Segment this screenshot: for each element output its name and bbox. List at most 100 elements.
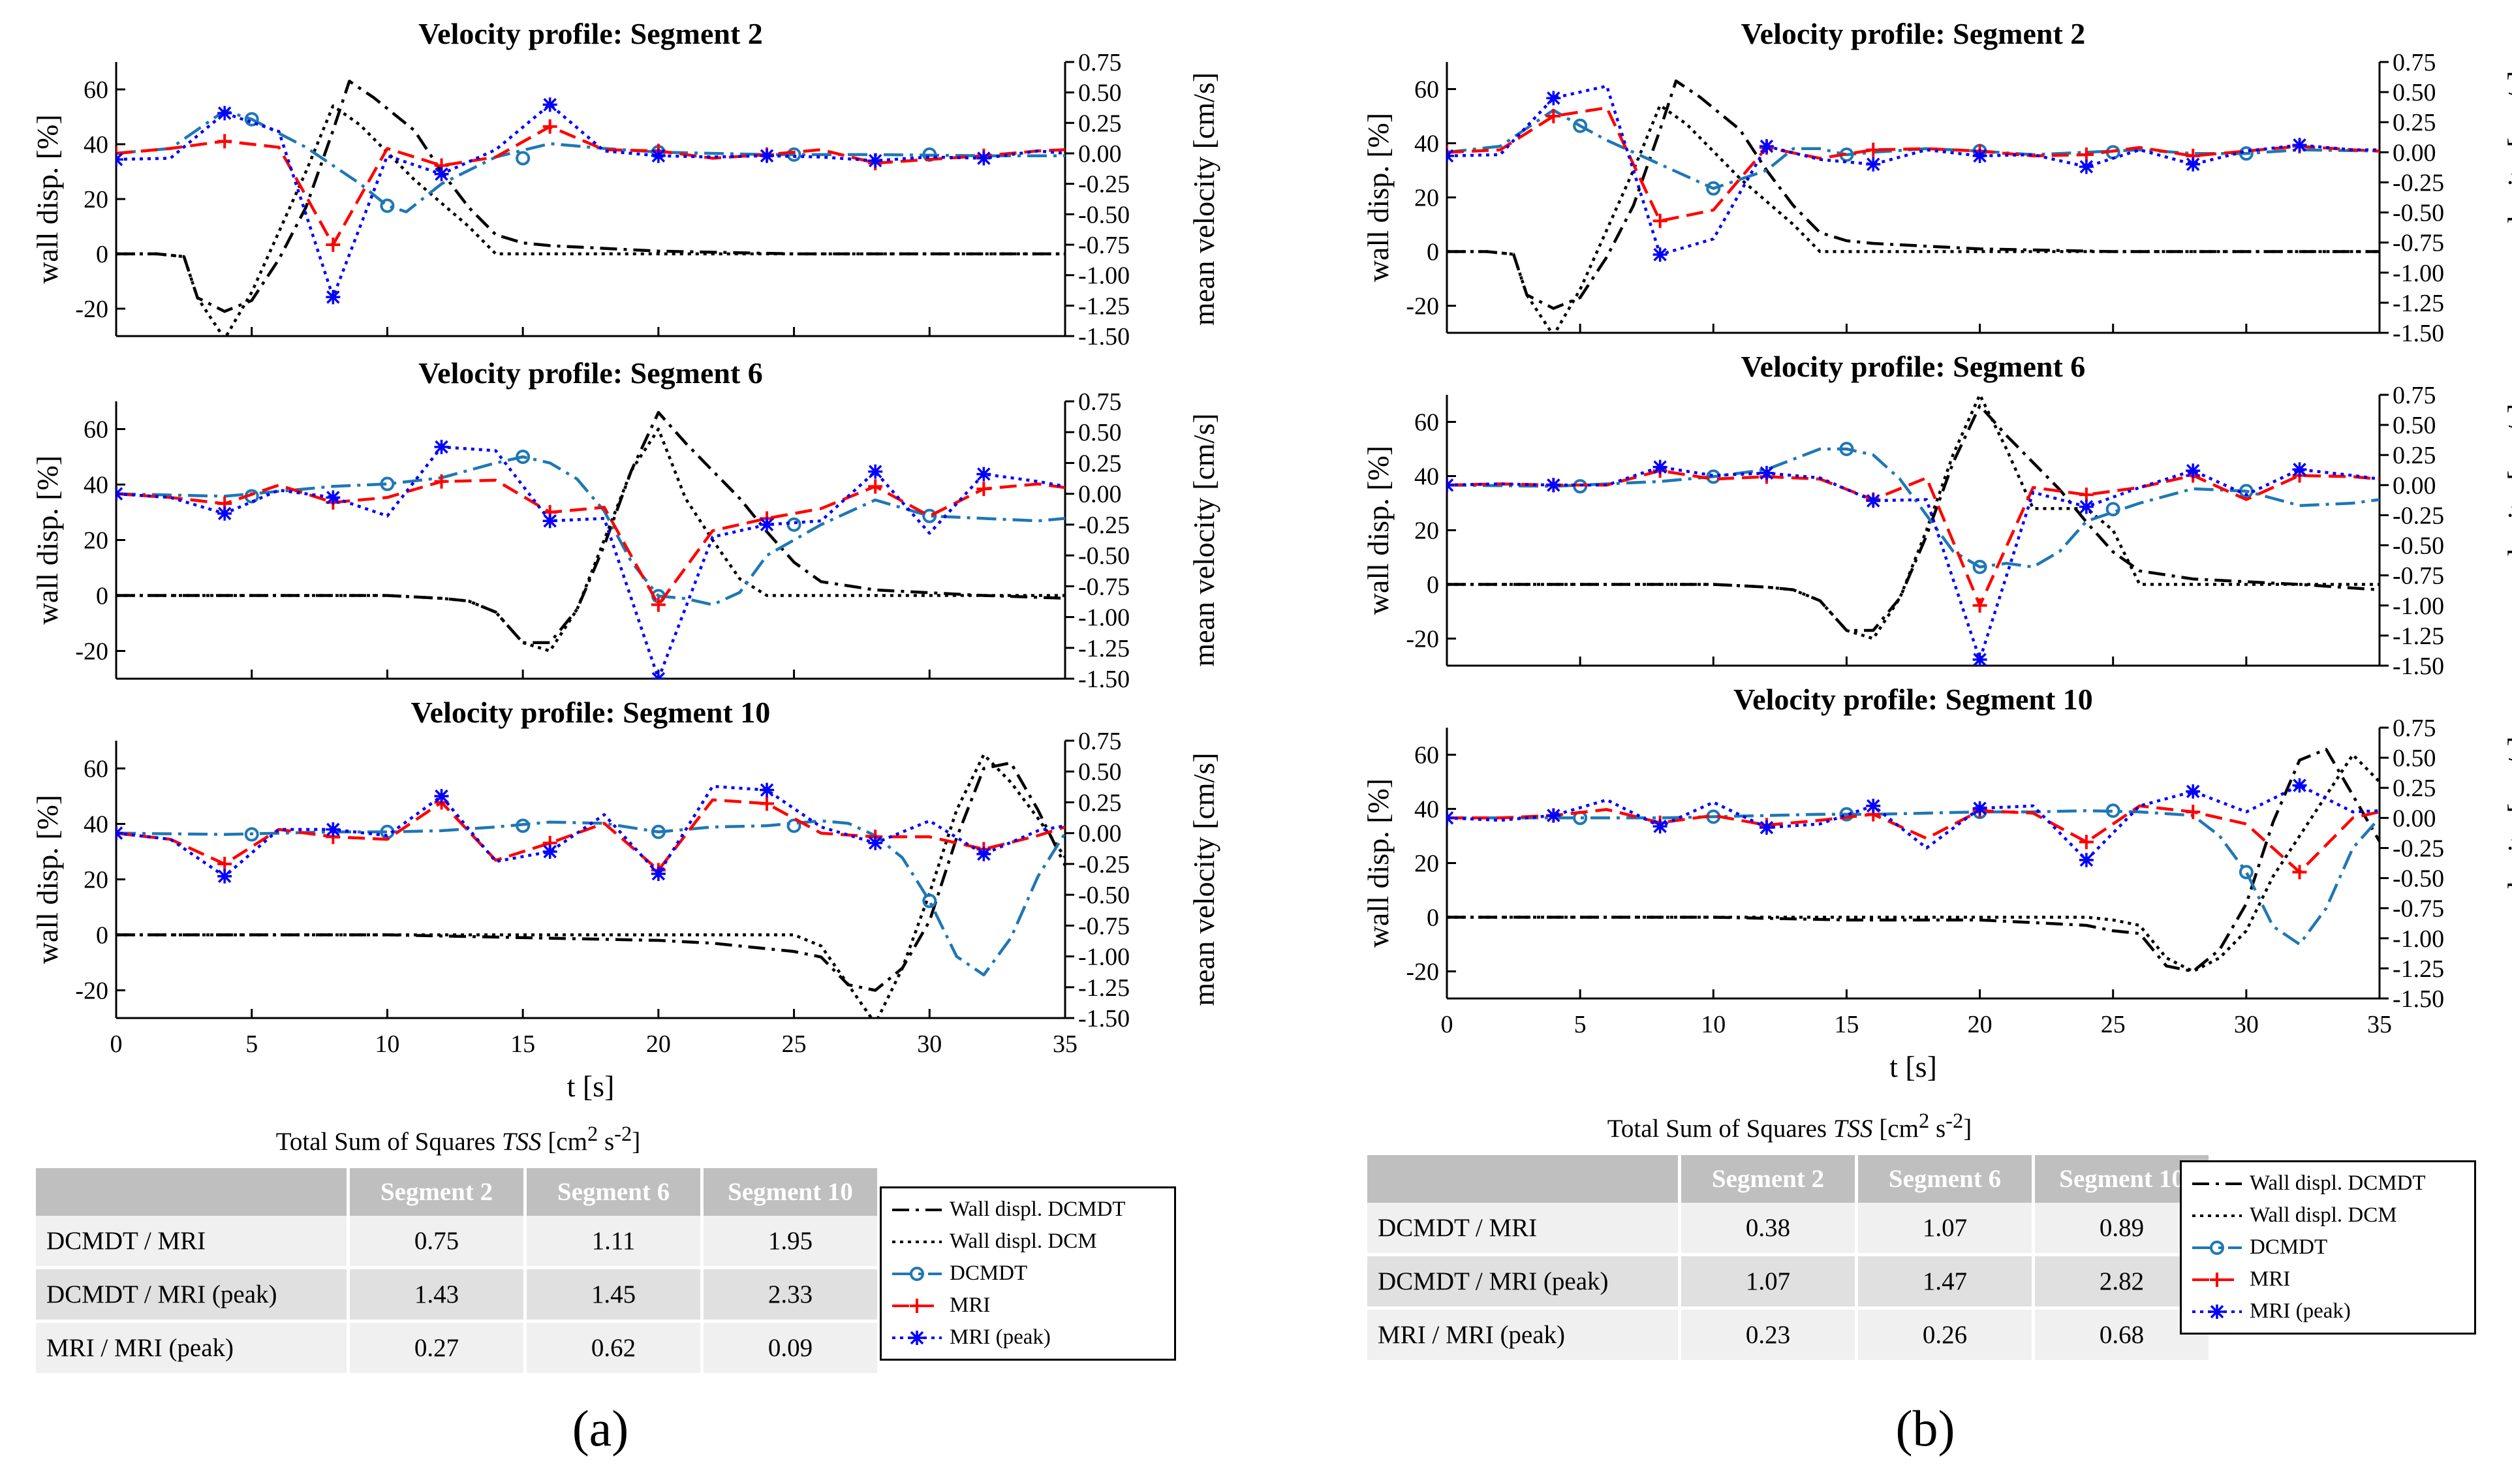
legend-a: Wall displ. DCMDT Wall displ. DCM DCMDT MRI…	[880, 1186, 1176, 1361]
y2-tick-label: -1.50	[2393, 320, 2444, 347]
y2-axis-label: mean velocity [cm/s]	[2502, 736, 2512, 989]
x-tick-label: 20	[646, 1030, 671, 1058]
series-line-mri	[1447, 804, 2380, 874]
y2-axis-label: mean velocity [cm/s]	[1187, 413, 1220, 666]
series-group	[1447, 747, 2380, 973]
data-point-star	[2186, 784, 2201, 799]
data-point-star	[542, 844, 557, 859]
data-point-star	[2079, 499, 2094, 514]
data-point-star	[326, 290, 341, 305]
y2-tick-label: -0.25	[1078, 851, 1130, 878]
series-group	[116, 80, 1065, 336]
data-point-circle	[2105, 803, 2120, 818]
legend-item-mri: MRI	[891, 1290, 1165, 1322]
tss-cell: 1.11	[525, 1216, 704, 1269]
x-tick-label: 35	[2367, 1011, 2392, 1038]
chart-a-0: Velocity profile: Segment 2 -20 0 20 40 60 0.7…	[31, 17, 1220, 350]
series-line-dcmdt	[116, 109, 1065, 213]
data-point-star	[1652, 459, 1667, 474]
y2-tick-label: -1.00	[2393, 260, 2444, 287]
data-point-star	[1972, 652, 1987, 666]
y2-tick-label: 0.25	[1078, 110, 1122, 137]
y-axis-label: wall disp. [%]	[1361, 446, 1395, 615]
data-point-star	[2079, 852, 2094, 867]
data-point-circle	[244, 112, 259, 127]
y2-tick-label: 0.00	[1078, 820, 1122, 848]
data-point-circle	[380, 476, 395, 491]
y2-tick-label: -1.00	[1078, 944, 1130, 971]
legend-item-dcmdt: DCMDT	[891, 1258, 1165, 1290]
y-tick-label: 20	[84, 867, 108, 894]
y-tick-label: 20	[1414, 850, 1439, 878]
tss-cell: 1.43	[348, 1267, 527, 1323]
y2-tick-label: -0.25	[1078, 512, 1130, 539]
y2-tick-label: -0.50	[1078, 542, 1130, 570]
data-point-star	[434, 789, 449, 803]
tss-header-row: Segment 2 Segment 6 Segment 10	[1367, 1155, 2212, 1203]
y-tick-label: -20	[75, 638, 108, 666]
y2-tick-label: -1.50	[1078, 323, 1130, 350]
data-point-star	[760, 517, 775, 532]
y-tick-label: 60	[84, 416, 108, 444]
data-point-plus	[2079, 487, 2094, 502]
tss-cell: 1.45	[525, 1267, 704, 1323]
y2-axis-label: mean velocity [cm/s]	[1187, 752, 1220, 1006]
tss-col-header: Segment 10	[702, 1168, 880, 1216]
data-point-star	[1447, 148, 1454, 163]
series-line-mri_peak	[116, 784, 1065, 878]
data-point-circle	[910, 1266, 924, 1281]
data-point-star	[760, 782, 775, 797]
x-tick-label: 30	[917, 1030, 942, 1058]
chart-a-1: Velocity profile: Segment 6 -20 0 20 40 60 0.7…	[31, 356, 1220, 693]
y-tick-label: -20	[75, 296, 108, 323]
y-tick-label: 0	[96, 583, 108, 610]
data-point-star	[542, 97, 557, 112]
chart-b-3: Velocity profile: Segment 2 -20 0 20 40 60 0.7…	[1361, 17, 2512, 347]
x-tick-label: 35	[1053, 1030, 1078, 1058]
series-group	[1447, 395, 2380, 666]
data-point-star	[1866, 798, 1881, 813]
data-point-plus	[910, 1298, 924, 1313]
y2-tick-label: -1.50	[2393, 653, 2444, 680]
y-tick-label: 20	[1414, 185, 1439, 212]
data-point-star	[1866, 493, 1881, 508]
y-tick-label: 40	[84, 811, 108, 839]
data-point-plus	[868, 479, 883, 494]
tss-row: DCMDT / MRI (peak) 1.07 1.47 2.82	[1367, 1254, 2212, 1310]
series-line-mri_peak	[1447, 784, 2380, 862]
legend-swatch	[2192, 1182, 2242, 1185]
y2-tick-label: 0.50	[2393, 79, 2436, 106]
data-point-star	[2292, 462, 2307, 477]
data-point-plus	[1546, 109, 1561, 123]
legend-label: DCMDT	[950, 1261, 1028, 1285]
tss-row: DCMDT / MRI 0.75 1.11 1.95	[36, 1216, 880, 1269]
legend-item-wall_dcmdt: Wall displ. DCMDT	[2191, 1167, 2465, 1199]
legend-item-mri_peak: MRI (peak)	[2191, 1295, 2465, 1327]
data-point-star	[116, 486, 123, 501]
data-point-star	[2186, 463, 2201, 478]
series-line-dcmdt	[1447, 447, 2380, 569]
data-point-star	[1972, 801, 1987, 816]
chart-title: Velocity profile: Segment 2	[418, 17, 763, 50]
series-line-mri	[116, 125, 1065, 247]
data-point-star	[1972, 148, 1987, 163]
data-point-star	[2292, 138, 2307, 153]
series-line-wall_dcmdt	[116, 761, 1065, 992]
y2-tick-label: 0.00	[2393, 139, 2436, 166]
y-tick-label: -20	[75, 978, 108, 1005]
y-axis-label: wall disp. [%]	[1361, 113, 1395, 282]
x-tick-label: 10	[1701, 1011, 1726, 1038]
series-line-wall_dcmdt	[116, 80, 1065, 313]
data-point-star	[1759, 139, 1774, 154]
legend-label: Wall displ. DCM	[2250, 1203, 2397, 1227]
legend-b: Wall displ. DCMDT Wall displ. DCM DCMDT MRI…	[2180, 1160, 2476, 1335]
legend-label: Wall displ. DCMDT	[2250, 1171, 2426, 1195]
data-point-circle	[516, 818, 531, 833]
data-point-star	[542, 514, 557, 529]
series-line-wall_dcm	[1447, 395, 2380, 640]
x-tick-label: 25	[2101, 1011, 2126, 1038]
y2-tick-label: 0.25	[2393, 109, 2436, 136]
y-tick-label: 60	[84, 76, 108, 104]
data-point-star	[217, 506, 232, 521]
tss-row: DCMDT / MRI 0.38 1.07 0.89	[1367, 1203, 2212, 1256]
